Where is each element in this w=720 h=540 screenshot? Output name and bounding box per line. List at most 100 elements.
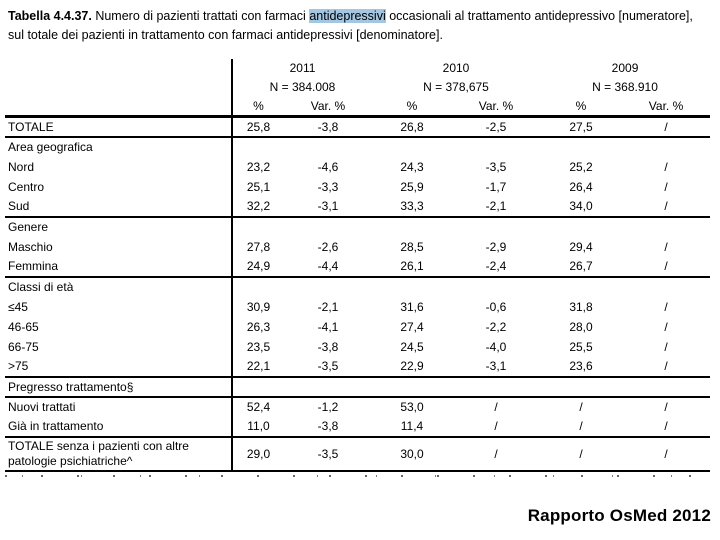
row-label: Già in trattamento: [5, 416, 232, 438]
value-cell: /: [494, 400, 498, 415]
data-table: 2011 2010 2009 N = 384.008 N = 378,675 N = 36…: [5, 58, 711, 472]
value-cell: 33,3: [372, 196, 452, 218]
value-cell: -4,6: [317, 159, 339, 174]
year-header-2011: 2011: [231, 58, 372, 78]
value-cell: /: [622, 436, 711, 472]
value-cell: 25,1: [231, 176, 284, 197]
value-cell: -3,5: [485, 159, 507, 174]
value-cell: /: [622, 416, 711, 438]
cell: [5, 96, 232, 119]
value-cell: 27,8: [231, 236, 284, 257]
value-cell: -3,1: [284, 196, 372, 218]
value-cell: 11,4: [372, 416, 452, 438]
highlighted-term: antidepressivi: [309, 9, 386, 23]
section-row: Classi di età: [5, 276, 711, 297]
value-cell: -2,2: [485, 319, 507, 334]
row-label: Centro: [8, 179, 45, 194]
value-cell: -2,6: [317, 239, 339, 254]
table-number: Tabella 4.4.37.: [8, 9, 92, 23]
value-cell: -3,3: [317, 179, 339, 194]
value-cell: 23,5: [231, 336, 284, 357]
value-cell: /: [540, 436, 623, 472]
value-cell: 22,9: [372, 356, 452, 378]
section-row: Genere: [5, 216, 711, 237]
row-label: >75: [5, 356, 232, 378]
table-row: Nord 23,2 -4,6 24,3 -3,5 25,2 /: [5, 156, 710, 177]
row-label: Nuovi trattati: [8, 400, 76, 415]
value-cell: 32,2: [231, 196, 284, 218]
table-row: Femmina 24,9 -4,4 26,1 -2,4 26,7/: [5, 256, 711, 278]
value-cell: /: [622, 196, 711, 218]
value-cell: /: [622, 356, 711, 378]
table-row: Nuovi trattati 52,4 -1,2 53,0 / / /: [5, 396, 710, 417]
row-label: ≤45: [8, 299, 28, 314]
row-label: Classi di età: [8, 280, 74, 295]
value-cell: 31,8: [569, 299, 593, 314]
n-value-2011: N = 384.008: [231, 77, 372, 97]
value-cell: /: [622, 256, 711, 278]
column-header: %: [372, 96, 452, 119]
table-row: Sud 32,2 -3,1 33,3 -2,1 34,0/: [5, 196, 711, 218]
value-cell: /: [664, 299, 668, 314]
column-header: Var. %: [452, 96, 541, 119]
value-cell: 30,9: [231, 296, 284, 317]
title-text-post: occasionali al trattamento antidepressiv…: [8, 9, 693, 43]
value-cell: -2,1: [452, 196, 541, 218]
column-header-row: % Var. %% Var. %% Var. %: [5, 96, 711, 119]
table-row: ≤45 30,9 -2,1 31,6 -0,6 31,8 /: [5, 296, 710, 317]
year-header-2010: 2010: [442, 61, 470, 76]
table-row: Maschio 27,8 -2,6 28,5 -2,9 29,4 /: [5, 236, 710, 257]
value-cell: -3,1: [452, 356, 541, 378]
value-cell: -4,1: [317, 319, 339, 334]
table-row: 66-75 23,5 -3,8 24,5 -4,0 25,5 /: [5, 336, 710, 357]
section-row: Pregresso trattamento§: [5, 376, 711, 398]
year-header-2009: 2009: [611, 61, 639, 76]
value-cell: 29,0: [231, 436, 284, 472]
value-cell: /: [664, 400, 668, 415]
clipped-footnote: [5, 474, 710, 479]
row-label: TOTALE senza i pazienti con altre patolo…: [5, 436, 232, 472]
value-cell: 23,6: [540, 356, 623, 378]
table-title: Tabella 4.4.37. Numero di pazienti tratt…: [0, 0, 720, 46]
n-value-2010: N = 378,675: [423, 80, 489, 95]
cell: [5, 78, 232, 97]
value-cell: -3,5: [284, 356, 372, 378]
value-cell: -3,8: [284, 116, 372, 138]
row-label: Pregresso trattamento§: [5, 376, 232, 398]
year-header-row: 2011 2010 2009: [5, 58, 710, 78]
value-cell: 26,8: [372, 116, 452, 138]
value-cell: -4,4: [284, 256, 372, 278]
value-cell: /: [664, 159, 668, 174]
value-cell: 28,0: [569, 319, 593, 334]
value-cell: 26,1: [372, 256, 452, 278]
empty-cell: [230, 276, 711, 297]
empty-cell: [230, 376, 711, 398]
column-header: %: [540, 96, 623, 119]
value-cell: 24,3: [400, 159, 424, 174]
value-cell: -4,0: [485, 339, 507, 354]
column-header: %: [231, 96, 284, 119]
section-row: Area geografica: [5, 136, 711, 157]
value-cell: 11,0: [231, 416, 284, 438]
value-cell: 28,5: [400, 239, 424, 254]
value-cell: 26,3: [231, 316, 284, 337]
value-cell: 23,2: [231, 156, 284, 177]
value-cell: 25,8: [231, 116, 284, 138]
value-cell: 53,0: [400, 400, 424, 415]
value-cell: 27,4: [400, 319, 424, 334]
value-cell: -3,8: [317, 339, 339, 354]
n-value-2009: N = 368.910: [592, 80, 658, 95]
column-header: Var. %: [622, 96, 711, 119]
row-label: Sud: [5, 196, 232, 218]
value-cell: 52,4: [231, 396, 284, 417]
empty-cell: [230, 216, 711, 237]
column-header: Var. %: [284, 96, 372, 119]
row-label: Femmina: [5, 256, 232, 278]
value-cell: -3,8: [284, 416, 372, 438]
title-text-pre: Numero di pazienti trattati con farmaci: [91, 9, 310, 23]
value-cell: -2,4: [452, 256, 541, 278]
row-label: TOTALE: [5, 116, 232, 138]
row-label: Area geografica: [8, 140, 93, 155]
table-row: 46-65 26,3 -4,1 27,4 -2,2 28,0 /: [5, 316, 710, 337]
table-body: TOTALE 25,8 -3,8 26,8 -2,5 27,5/Area geografi…: [5, 116, 711, 472]
